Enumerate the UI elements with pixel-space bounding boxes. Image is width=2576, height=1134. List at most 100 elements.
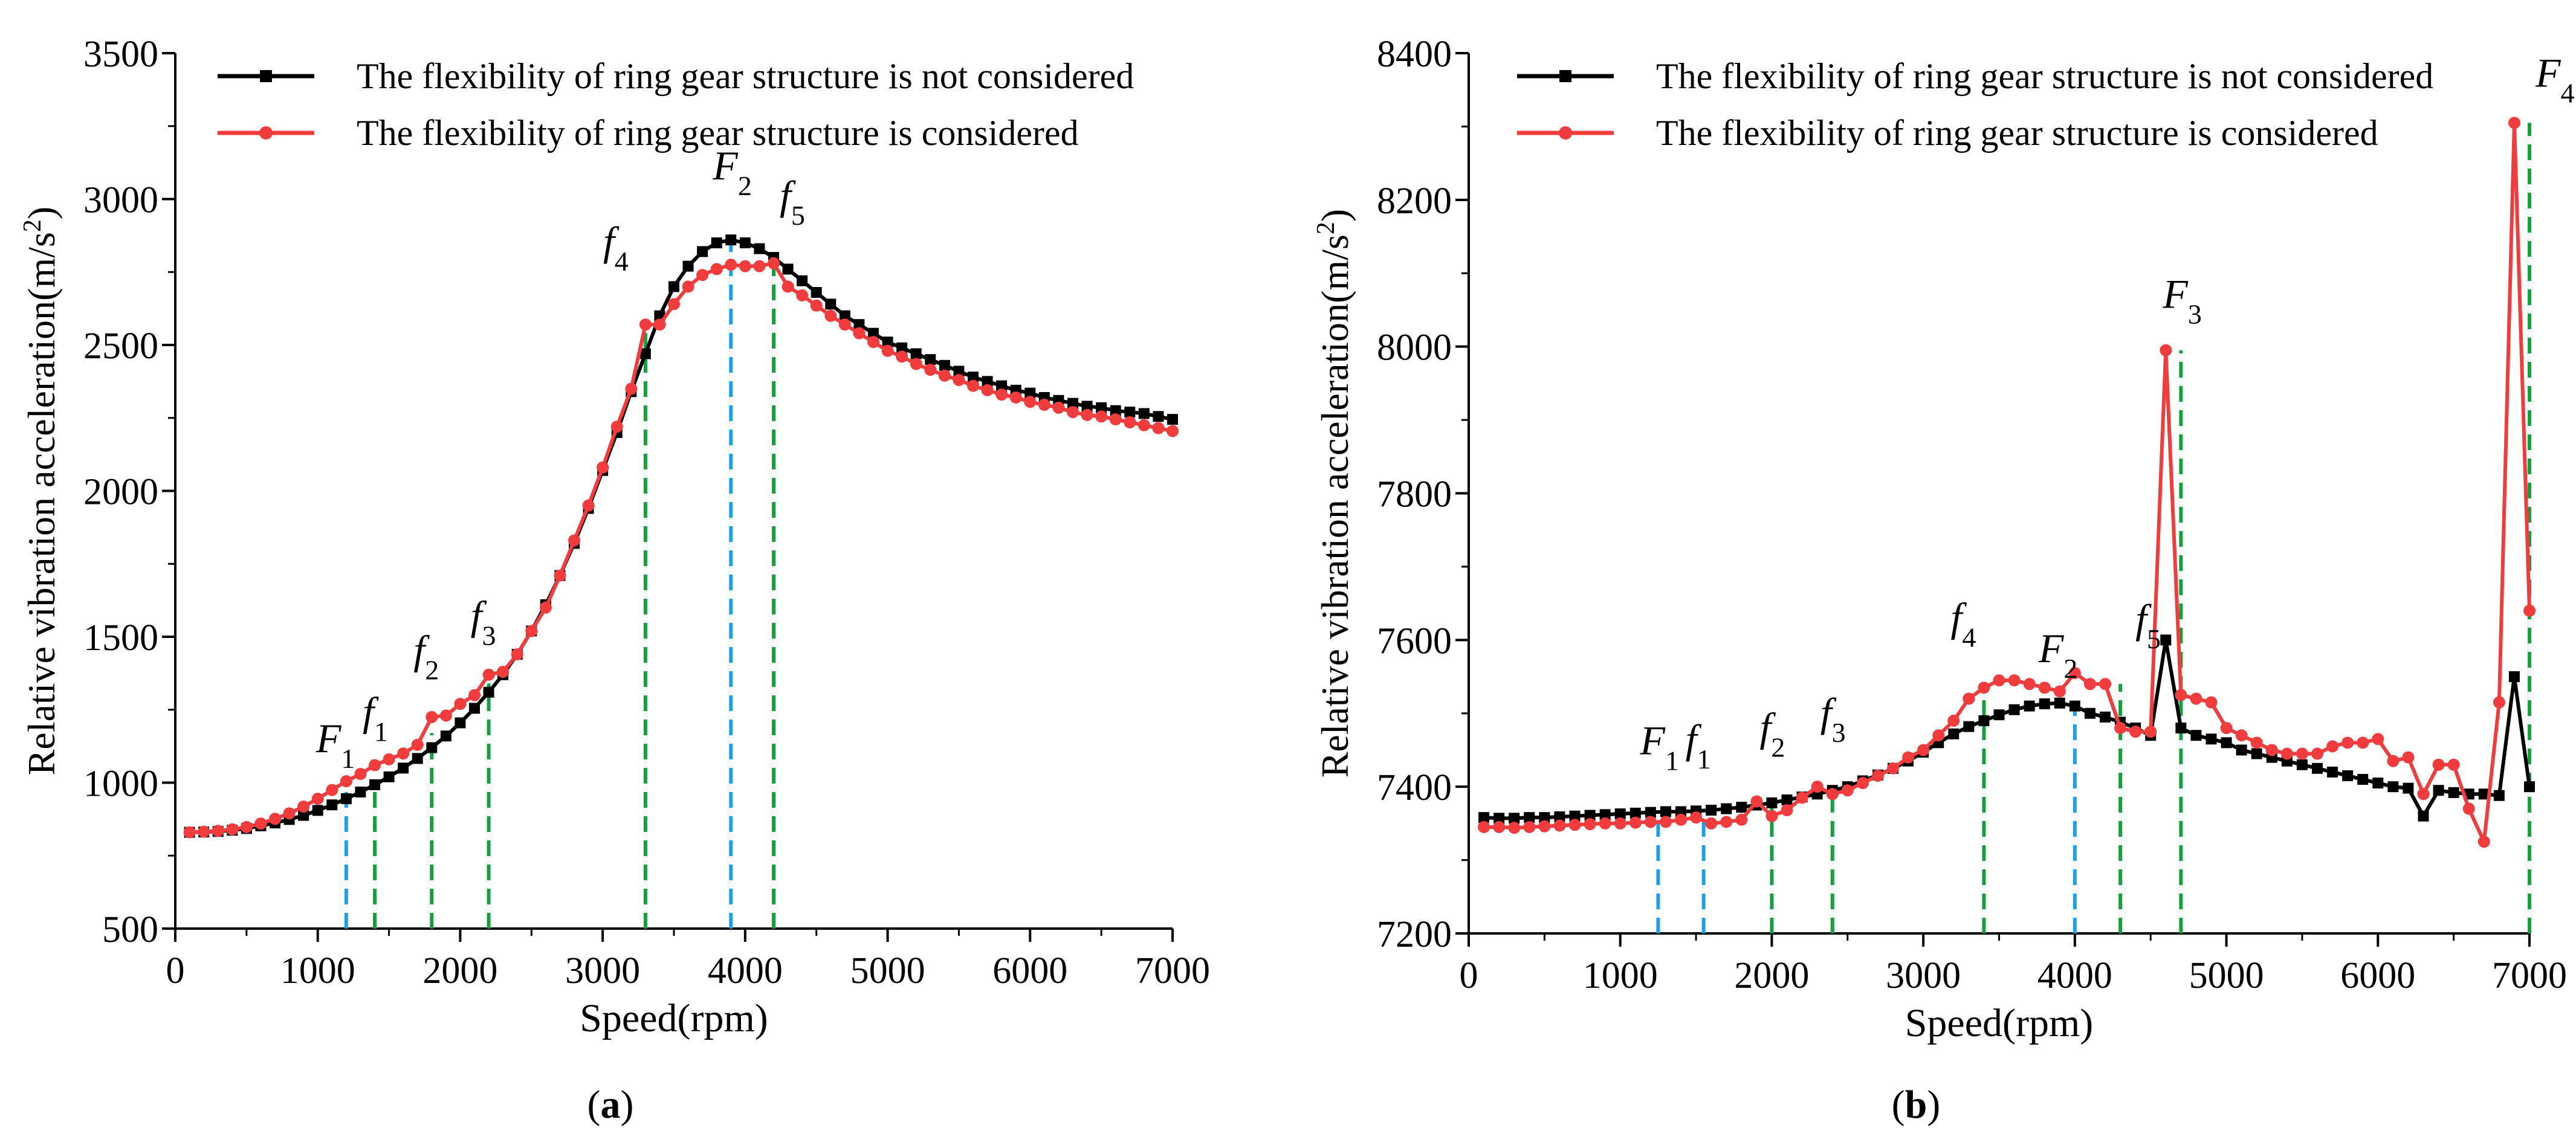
data-point — [710, 263, 723, 275]
x-tick-label: 4000 — [2037, 955, 2112, 996]
y-axis-label-close: ) — [20, 207, 63, 219]
data-point — [2478, 788, 2490, 800]
marker-label-sub: 2 — [1771, 732, 1785, 762]
data-point — [2433, 785, 2444, 796]
data-point — [725, 259, 737, 271]
chart-a: 0 1000 2000 3000 4000 5000 6000 7000 500 1000 1500… — [19, 34, 1210, 1127]
data-point — [996, 380, 1008, 391]
data-point — [1902, 751, 1915, 764]
data-point — [2265, 744, 2278, 756]
data-point — [868, 327, 879, 339]
data-point — [1509, 813, 1520, 824]
data-point — [1152, 422, 1165, 434]
marker-label: F2 — [2038, 625, 2078, 684]
series-line-0 — [1483, 639, 2531, 820]
data-point — [1963, 721, 1975, 732]
y-axis-label-sup: 2 — [1312, 222, 1340, 234]
data-point — [967, 379, 979, 392]
data-point — [1096, 402, 1107, 413]
data-point — [439, 709, 452, 722]
data-point — [1024, 387, 1036, 399]
data-point — [697, 246, 708, 257]
caption-letter: a — [601, 1083, 621, 1127]
data-point — [2235, 729, 2248, 742]
caption-close: ) — [621, 1083, 634, 1127]
data-point — [2524, 781, 2535, 793]
data-point — [511, 648, 523, 660]
data-point — [1947, 714, 1960, 727]
data-point — [696, 269, 709, 282]
x-tick-label: 2000 — [1734, 955, 1809, 996]
data-point — [2477, 836, 2490, 848]
data-point — [2008, 704, 2020, 715]
data-point — [2493, 696, 2505, 709]
data-point — [981, 384, 994, 396]
data-point — [2023, 678, 2036, 691]
data-point — [639, 318, 652, 331]
data-point — [2508, 671, 2520, 683]
data-point — [610, 420, 623, 433]
data-point — [782, 263, 794, 275]
marker-label: f2 — [413, 627, 439, 685]
data-point — [1735, 813, 1748, 826]
y-tick-label: 7600 — [1377, 620, 1452, 662]
data-point — [1508, 822, 1521, 834]
data-point — [824, 309, 837, 322]
data-point — [2280, 747, 2293, 760]
data-point — [2084, 707, 2095, 719]
marker-label-sub: 1 — [374, 716, 388, 747]
data-point — [753, 260, 766, 272]
marker-label-sub: 2 — [738, 170, 752, 201]
caption-open: ( — [1892, 1083, 1905, 1127]
data-point — [355, 786, 366, 797]
data-point — [2357, 774, 2369, 785]
data-point — [2069, 700, 2080, 712]
x-tick-label: 7000 — [2492, 955, 2567, 996]
data-point — [198, 825, 210, 838]
x-tick-label: 4000 — [708, 950, 783, 991]
marker-label-letter: F — [2535, 50, 2561, 95]
series-line-0 — [189, 238, 1173, 834]
data-point — [469, 703, 480, 714]
data-point — [482, 668, 495, 681]
legend-marker — [1559, 126, 1572, 140]
marker-label-sub: 1 — [1665, 745, 1679, 776]
data-point — [939, 359, 950, 371]
data-point — [867, 336, 879, 349]
data-point — [2250, 736, 2263, 749]
data-point — [1856, 777, 1869, 790]
y-axis-label-sup: 2 — [19, 219, 47, 232]
y-tick-label: 500 — [102, 909, 158, 950]
data-point — [2039, 698, 2050, 709]
marker-label: f4 — [603, 218, 629, 277]
series-line-1 — [1484, 123, 2531, 849]
data-point — [1569, 810, 1581, 822]
data-point — [1675, 813, 1687, 826]
data-point — [2311, 747, 2323, 760]
data-point — [2190, 730, 2202, 741]
data-point — [412, 753, 423, 764]
series-line-1 — [189, 261, 1173, 834]
data-point — [2205, 733, 2217, 745]
data-point — [995, 388, 1008, 401]
legend-entry: The flexibility of ring gear structure i… — [1656, 113, 2378, 153]
data-point — [1660, 806, 1671, 817]
data-point — [1766, 797, 1778, 808]
data-point — [426, 742, 438, 753]
data-point — [2236, 744, 2247, 756]
data-point — [1124, 416, 1136, 428]
data-point — [1138, 408, 1150, 419]
data-point — [2114, 722, 2127, 735]
data-point — [1109, 413, 1122, 426]
data-point — [1568, 819, 1581, 831]
data-point — [1524, 812, 1535, 823]
data-point — [2054, 697, 2065, 709]
data-point — [468, 689, 481, 701]
data-point — [326, 784, 338, 796]
marker-label-sub: 2 — [425, 654, 439, 685]
data-point — [1826, 788, 1839, 801]
data-point — [2129, 726, 2142, 738]
data-point — [2372, 778, 2384, 789]
data-point — [398, 762, 409, 774]
marker-label: f2 — [1759, 704, 1785, 762]
